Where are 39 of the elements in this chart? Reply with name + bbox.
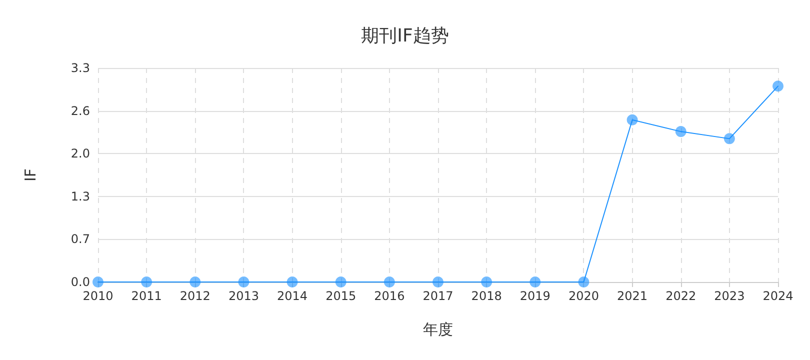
point	[190, 276, 201, 288]
point	[724, 133, 735, 144]
x-tick-label: 2015	[326, 289, 356, 303]
point	[384, 276, 395, 288]
y-tick-label: 2.6	[70, 104, 90, 118]
point	[238, 276, 250, 288]
y-tick-label: 2.0	[70, 146, 90, 161]
point	[286, 276, 298, 288]
point	[92, 276, 104, 288]
x-tick-label: 2014	[277, 289, 308, 303]
point	[772, 80, 784, 92]
x-tick-label: 2021	[617, 289, 648, 303]
x-tick-label: 2016	[374, 289, 405, 303]
point	[675, 126, 686, 138]
x-tick-label: 2013	[228, 289, 259, 303]
x-tick-label: 2022	[666, 289, 696, 303]
point	[481, 276, 492, 288]
x-axis-title: 年度	[423, 320, 453, 338]
point	[626, 114, 638, 126]
y-tick-label: 0.7	[70, 232, 90, 246]
point	[432, 276, 444, 288]
x-tick-label: 2017	[422, 289, 454, 303]
x-tick-label: 2010	[82, 289, 114, 303]
x-tick-label: 2012	[180, 289, 210, 303]
point	[335, 276, 346, 288]
x-tick-label: 2024	[762, 289, 794, 303]
x-tick-label: 2018	[471, 289, 502, 303]
y-tick-label: 3.3	[70, 61, 90, 75]
chart-title: 期刊IF趋势	[361, 26, 449, 46]
point	[578, 276, 590, 288]
x-tick-label: 2019	[520, 289, 550, 303]
y-tick-label: 0.0	[70, 275, 90, 289]
x-tick-label: 2020	[568, 289, 599, 303]
x-tick-label: 2011	[131, 289, 162, 303]
point	[141, 276, 152, 288]
y-axis-title: IF	[22, 168, 40, 182]
point	[530, 276, 541, 288]
x-tick-label: 2023	[714, 289, 745, 303]
y-tick-label: 1.3	[70, 189, 90, 204]
